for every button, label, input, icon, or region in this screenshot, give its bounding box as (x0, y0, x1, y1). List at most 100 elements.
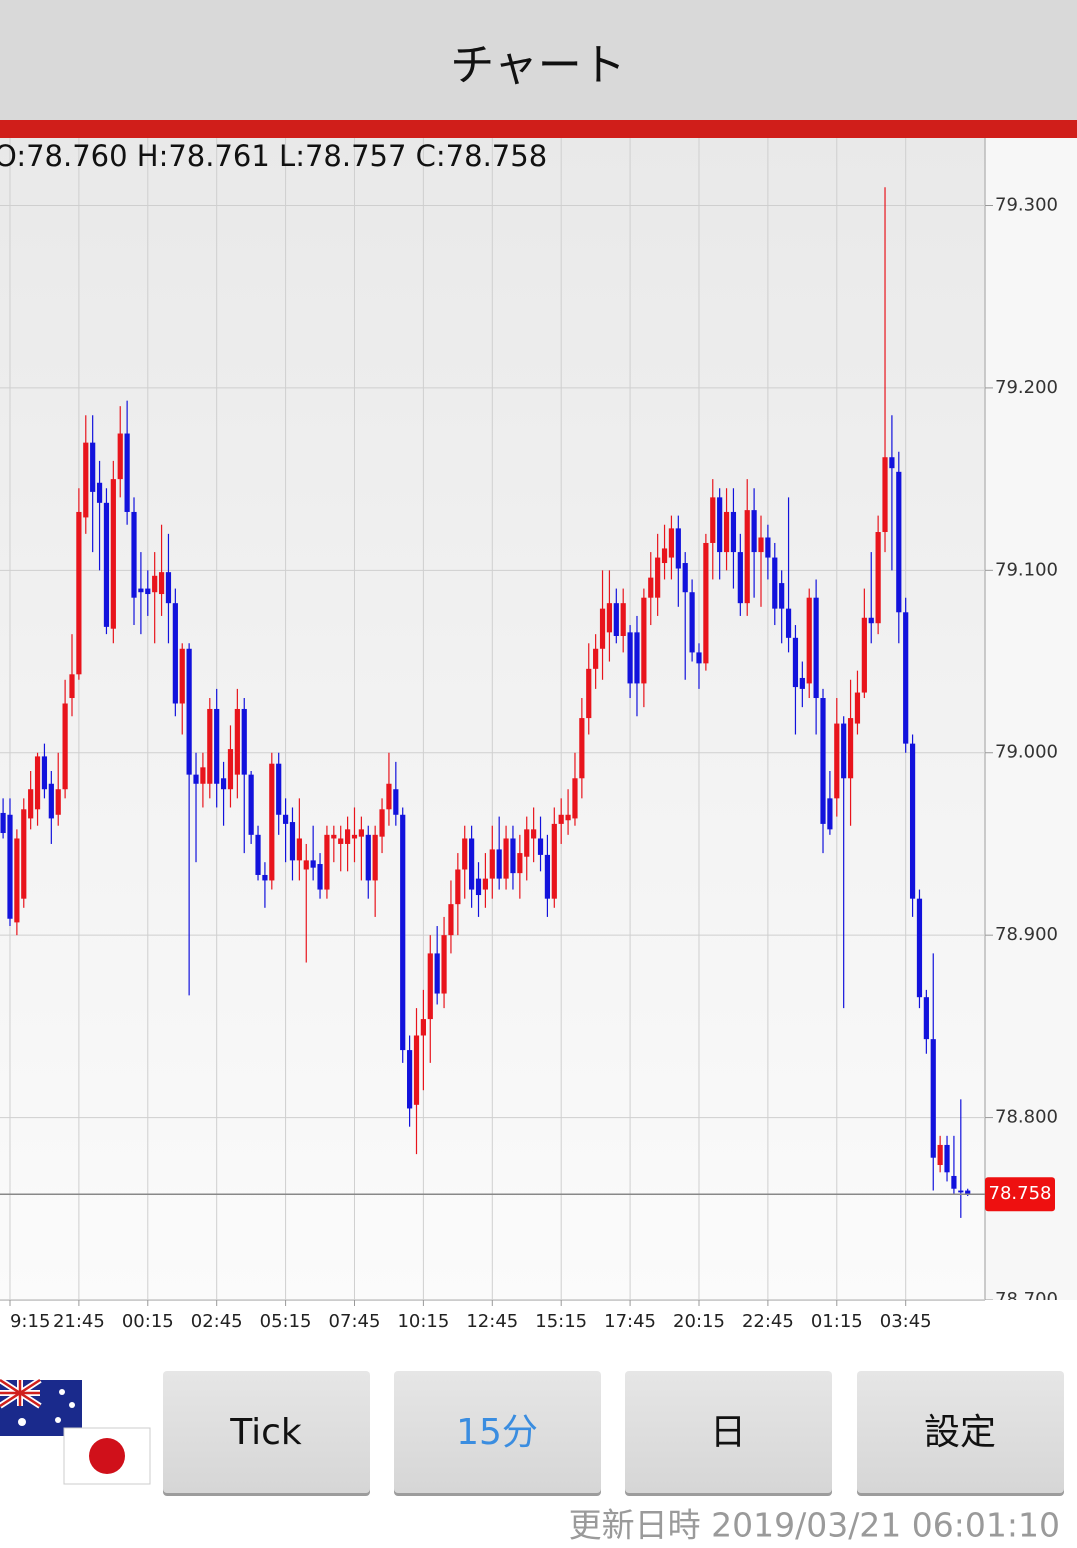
candle-body (310, 860, 316, 868)
tab-button[interactable]: Tick (163, 1371, 370, 1496)
candle-body (420, 1019, 426, 1036)
candle-body (806, 597, 812, 684)
candle-body (393, 789, 399, 815)
candle-body (241, 708, 247, 775)
x-tick-label: 12:45 (466, 1311, 518, 1332)
candle-body (76, 511, 82, 675)
tab-button[interactable]: 15分 (394, 1371, 601, 1496)
candle-body (179, 648, 185, 704)
x-tick-label: 00:15 (122, 1311, 174, 1332)
candle-body (792, 637, 799, 688)
button-label: 15分 (456, 1412, 538, 1453)
candle-body (620, 603, 626, 636)
y-tick-label: 79.200 (995, 377, 1058, 398)
header-bar (0, 0, 1077, 120)
candle-body (227, 749, 234, 790)
candle-body (558, 814, 564, 824)
button-face (625, 1371, 832, 1493)
candle-body (372, 834, 378, 881)
candle-body (317, 864, 323, 890)
candle-body (744, 510, 750, 604)
candle-body (200, 767, 206, 784)
candle-body (90, 442, 96, 492)
candle-body (896, 471, 902, 613)
x-tick-label: 22:45 (742, 1311, 794, 1332)
aud-star (59, 1389, 65, 1395)
candle-body (400, 814, 406, 1051)
candle-body (723, 511, 730, 553)
candle-body (703, 542, 709, 664)
candle-body (110, 479, 116, 629)
candle-body (965, 1190, 971, 1195)
candle-body (586, 668, 592, 719)
tab-button[interactable]: 設定 (857, 1371, 1064, 1496)
x-tick-label: 05:15 (260, 1311, 312, 1332)
candle-body (655, 557, 661, 598)
candle-body (565, 814, 571, 821)
candle-body (296, 838, 302, 861)
candle-body (48, 783, 54, 819)
y-tick-label: 78.900 (995, 924, 1058, 945)
aud-flag-cross (0, 1378, 41, 1408)
x-tick-label: 02:45 (191, 1311, 243, 1332)
candle-body (661, 548, 668, 564)
tab-button[interactable]: 日 (625, 1371, 832, 1496)
candle-body (124, 433, 130, 512)
candle-body (772, 557, 778, 609)
candle-body (358, 829, 364, 837)
y-tick-label: 79.300 (995, 194, 1058, 215)
candle-body (537, 838, 544, 855)
candle-body (841, 723, 847, 779)
x-tick-label: 15:15 (535, 1311, 587, 1332)
aud-star (69, 1402, 75, 1408)
jpy-flag-sun (89, 1438, 125, 1474)
candle-body (407, 1050, 413, 1109)
candle-body (944, 1144, 950, 1173)
candle-body (331, 834, 337, 839)
candle-body (434, 953, 440, 994)
candle-body (496, 849, 502, 879)
candle-body (351, 834, 358, 839)
candle-body (916, 898, 923, 998)
candle-body (813, 597, 819, 699)
y-tick-label: 79.000 (995, 742, 1058, 763)
candle-body (641, 597, 647, 684)
candle-body (262, 874, 268, 881)
axis-area (985, 138, 1077, 1300)
x-tick-label: 07:45 (329, 1311, 381, 1332)
candle-body (799, 677, 805, 689)
candle-body (544, 854, 551, 899)
candle-body (689, 592, 695, 653)
candle-body (282, 814, 289, 824)
button-face (394, 1371, 601, 1493)
candle-body (861, 617, 867, 693)
candle-body (909, 743, 916, 899)
candle-body (145, 588, 151, 595)
aud-star (18, 1418, 26, 1426)
candle-body (365, 834, 371, 881)
candle-body (717, 497, 723, 553)
currency-flags[interactable] (0, 1377, 151, 1485)
candle-body (785, 608, 792, 638)
candle-body (138, 588, 144, 593)
candle-body (21, 809, 27, 899)
candle-body (531, 829, 537, 839)
candle-body (131, 511, 137, 598)
candle-body (28, 789, 34, 819)
last-price-tag (985, 1177, 1055, 1212)
candle-body (276, 763, 282, 815)
candle-body (386, 783, 392, 810)
candle-body (524, 829, 530, 857)
candle-body (503, 838, 509, 879)
candle-body (172, 603, 178, 704)
last-price-label: 78.758 (989, 1183, 1052, 1204)
candle-body (193, 774, 199, 784)
candle-body (324, 834, 330, 890)
candle-body (930, 1039, 936, 1158)
candle-body (186, 648, 192, 775)
x-tick-label: 03:45 (880, 1311, 932, 1332)
candle-body (668, 528, 675, 558)
candle-body (847, 718, 854, 779)
button-face (857, 1371, 1064, 1493)
